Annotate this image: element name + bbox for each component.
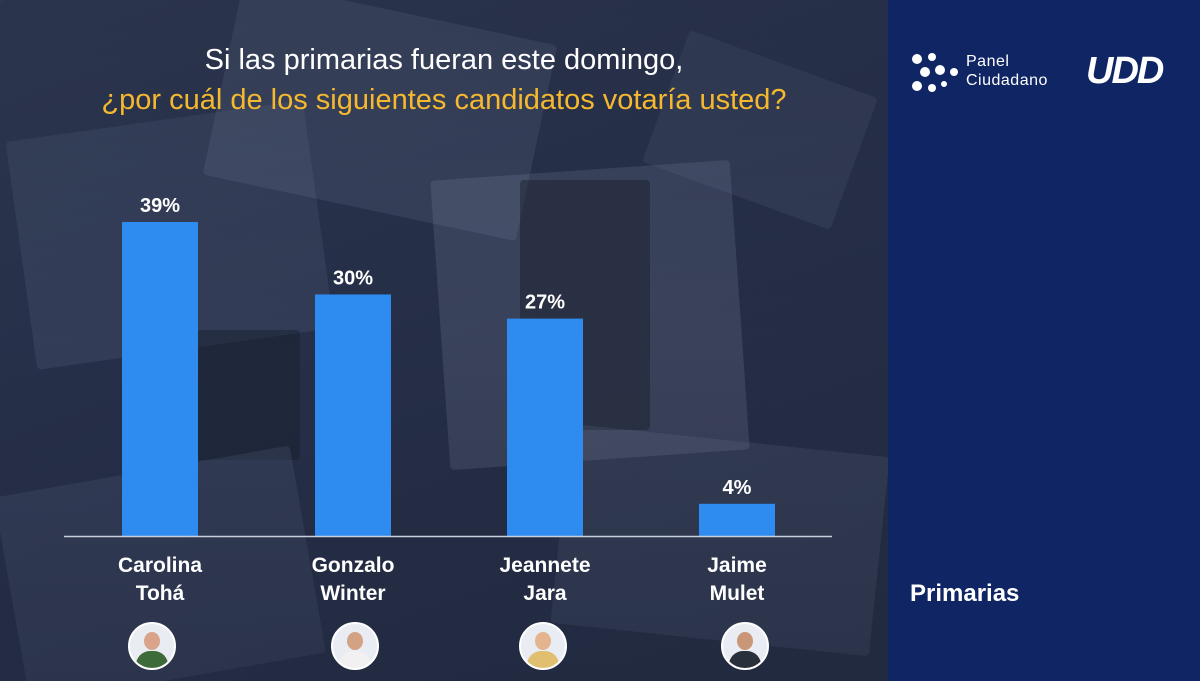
panel-ciudadano-logo-icon [912, 53, 958, 92]
candidate-name: Jeannete Jara [499, 554, 591, 605]
bar-chart: 39% 30% 27% 4% [64, 195, 832, 538]
candidate-photo-icon [721, 622, 769, 670]
candidate-photo-icon [128, 622, 176, 670]
bar [507, 318, 583, 536]
candidate-photo-icon [519, 622, 567, 670]
background-envelope [190, 330, 300, 460]
data-label: 4% [723, 477, 752, 499]
bar [315, 294, 391, 536]
brand-panel [888, 0, 1200, 681]
logo-line2: Ciudadano [966, 72, 1048, 89]
section-label: Primarias [910, 580, 1020, 607]
udd-logo: UDD [1086, 50, 1164, 92]
panel-ciudadano-logo-text: Panel Ciudadano [966, 52, 1048, 90]
data-label: 39% [140, 195, 180, 217]
logo-line1: Panel [966, 53, 1010, 70]
candidate-name: Carolina Tohá [117, 554, 203, 605]
bar [122, 222, 198, 536]
chart-title-line1: Si las primarias fueran este domingo, [204, 44, 684, 76]
data-label: 27% [525, 292, 565, 314]
chart-title-line2: ¿por cuál de los siguientes candidatos v… [101, 84, 787, 116]
candidate-name: Gonzalo Winter [311, 554, 395, 605]
chart-panel: Si las primarias fueran este domingo, ¿p… [0, 0, 888, 681]
bar [699, 503, 775, 536]
data-label: 30% [333, 267, 373, 289]
candidate-name: Jaime Mulet [707, 554, 767, 605]
candidate-photo-icon [331, 622, 379, 670]
